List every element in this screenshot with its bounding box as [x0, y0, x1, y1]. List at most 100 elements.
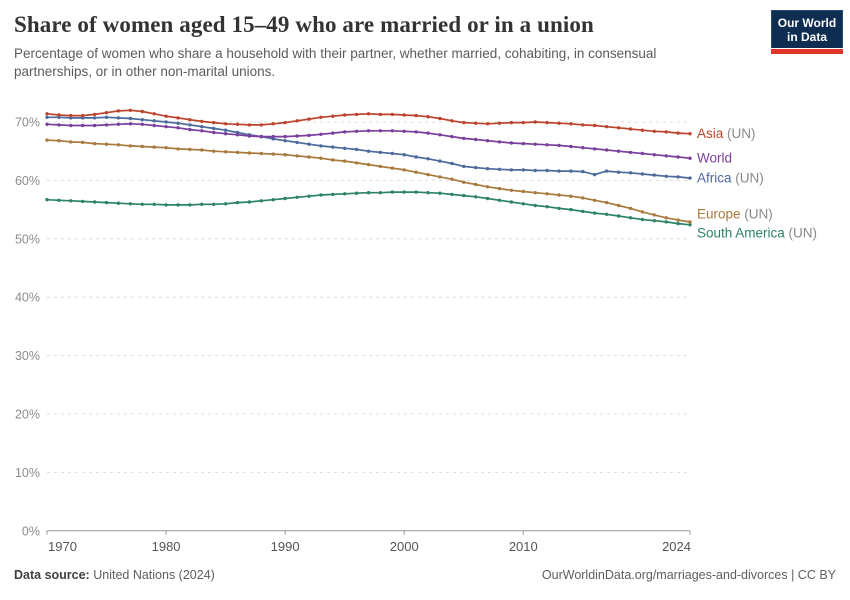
data-point	[223, 122, 228, 126]
data-point	[354, 147, 359, 152]
data-point	[331, 158, 335, 162]
data-point	[235, 200, 240, 205]
data-point	[450, 192, 454, 197]
data-point	[104, 115, 109, 120]
data-point	[235, 122, 240, 127]
data-point	[283, 120, 287, 125]
series-south-america[interactable]	[45, 190, 692, 227]
data-point	[116, 201, 121, 205]
data-point	[593, 123, 597, 128]
owid-logo[interactable]: Our World in Data	[771, 10, 843, 48]
data-point	[688, 156, 692, 160]
data-point	[378, 150, 383, 155]
footer-credit-link[interactable]: OurWorldinData.org/marriages-and-divorce…	[541, 568, 836, 582]
data-point	[223, 132, 228, 136]
data-point	[319, 132, 323, 136]
data-point	[81, 123, 85, 128]
data-point	[593, 211, 597, 215]
data-point	[640, 151, 645, 156]
y-axis-label-30: 30%	[15, 349, 40, 363]
data-point	[390, 129, 394, 133]
data-point	[164, 125, 168, 129]
data-point	[509, 188, 514, 192]
series-label-asia[interactable]: Asia (UN)	[697, 126, 756, 141]
data-point	[271, 198, 275, 202]
data-point	[319, 193, 323, 197]
series-label-africa[interactable]: Africa (UN)	[697, 171, 764, 186]
data-point	[521, 189, 525, 194]
series-line-south-america[interactable]	[46, 191, 691, 226]
data-point	[176, 126, 180, 130]
data-point	[331, 145, 335, 149]
data-point	[462, 164, 466, 169]
data-point	[319, 144, 323, 148]
data-point	[462, 193, 466, 198]
data-point	[116, 122, 121, 127]
data-point	[212, 126, 216, 131]
data-point	[128, 202, 133, 206]
data-point	[593, 147, 597, 151]
data-point	[57, 113, 61, 117]
data-point	[533, 142, 537, 146]
y-axis-label-60: 60%	[15, 174, 40, 188]
chart-subtitle: Percentage of women who share a househol…	[14, 46, 657, 79]
data-point	[283, 134, 287, 139]
data-point	[509, 141, 514, 145]
data-point	[223, 202, 228, 206]
data-point	[616, 170, 621, 174]
data-point	[283, 196, 287, 201]
chart-header: Share of women aged 15–49 who are marrie…	[14, 12, 764, 80]
data-point	[176, 121, 180, 125]
data-point	[390, 166, 394, 170]
data-point	[533, 191, 537, 195]
data-point	[343, 192, 347, 196]
data-point	[200, 202, 204, 206]
series-europe[interactable]	[45, 138, 692, 224]
data-point	[188, 127, 192, 132]
data-point	[69, 123, 73, 128]
data-point	[104, 123, 109, 127]
data-point	[676, 175, 680, 179]
data-point	[295, 154, 299, 158]
data-point	[569, 122, 573, 126]
data-point	[247, 200, 252, 204]
data-point	[509, 200, 514, 204]
data-point	[509, 168, 514, 172]
series-label-europe[interactable]: Europe (UN)	[697, 206, 773, 221]
series-line-world[interactable]	[46, 122, 691, 160]
data-point	[104, 142, 109, 146]
data-point	[164, 203, 168, 207]
series-africa[interactable]	[45, 115, 692, 180]
data-point	[319, 156, 323, 160]
data-point	[81, 113, 85, 118]
data-point	[343, 159, 347, 163]
data-point	[533, 120, 537, 124]
data-point	[604, 212, 609, 216]
data-point	[92, 112, 97, 117]
data-point	[295, 195, 299, 199]
data-point	[366, 149, 371, 153]
data-point	[247, 151, 252, 155]
data-point	[485, 185, 490, 189]
data-point	[438, 191, 442, 195]
data-point	[212, 202, 216, 206]
series-label-south-america[interactable]: South America (UN)	[697, 225, 817, 240]
data-point	[307, 142, 311, 146]
data-source-value: United Nations (2024)	[93, 568, 215, 582]
data-point	[521, 202, 525, 206]
x-axis-label-2000: 2000	[390, 539, 419, 554]
data-point	[521, 120, 525, 125]
x-axis-label-1980: 1980	[152, 539, 181, 554]
data-point	[92, 116, 97, 120]
data-point	[569, 169, 573, 173]
data-point	[212, 149, 216, 153]
data-point	[307, 155, 311, 159]
data-point	[581, 169, 585, 174]
series-label-world[interactable]: World	[697, 151, 732, 166]
series-world[interactable]	[45, 122, 692, 160]
data-point	[235, 150, 240, 155]
data-point	[235, 133, 240, 137]
series-asia[interactable]	[45, 108, 692, 136]
data-point	[664, 174, 668, 178]
